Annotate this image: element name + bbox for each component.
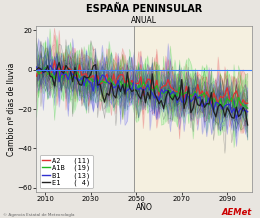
X-axis label: AÑO: AÑO <box>136 203 153 212</box>
Text: © Agencia Estatal de Meteorología: © Agencia Estatal de Meteorología <box>3 213 74 217</box>
Text: ANUAL: ANUAL <box>131 15 157 24</box>
Legend: A2   (11), A1B  (19), B1   (13), E1   ( 4): A2 (11), A1B (19), B1 (13), E1 ( 4) <box>40 155 93 188</box>
Y-axis label: Cambio nº dias de lluvia: Cambio nº dias de lluvia <box>7 62 16 156</box>
Text: ESPAÑA PENINSULAR: ESPAÑA PENINSULAR <box>86 4 203 14</box>
Bar <box>134 26 252 192</box>
Text: AEMet: AEMet <box>222 208 252 217</box>
